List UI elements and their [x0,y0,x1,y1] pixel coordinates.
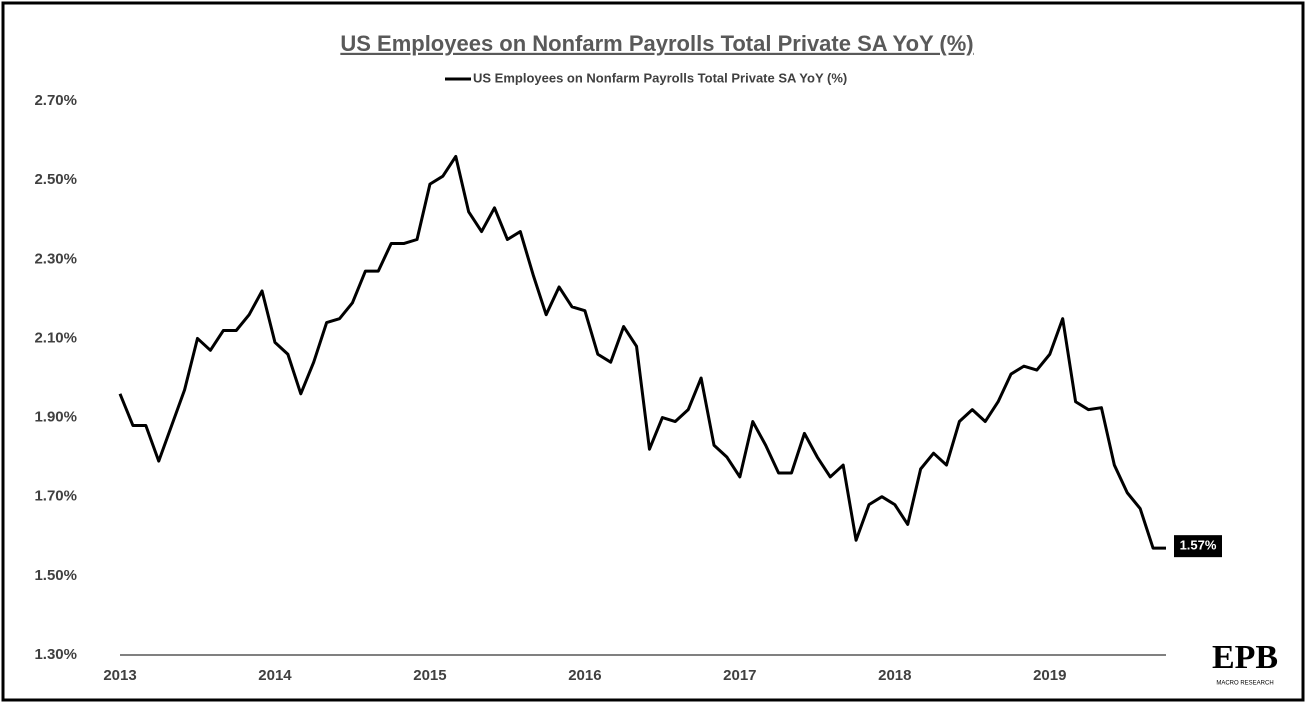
y-tick-label: 2.70% [34,92,77,109]
y-tick-label: 1.30% [34,646,77,663]
logo-subtext: MACRO RESEARCH [1216,681,1273,687]
y-tick-label: 2.10% [34,329,77,346]
chart-title: US Employees on Nonfarm Payrolls Total P… [340,31,973,56]
x-tick-label: 2019 [1033,667,1066,684]
x-tick-label: 2016 [568,667,601,684]
y-tick-label: 2.50% [34,171,77,188]
data-label-box [1174,535,1222,558]
x-tick-label: 2018 [878,667,911,684]
y-tick-label: 1.70% [34,488,77,505]
frame [1,1,1305,702]
data-label: 1.57% [1180,538,1217,553]
x-tick-label: 2015 [413,667,446,684]
series-line [118,154,1166,550]
y-tick-label: 1.50% [34,567,77,584]
logo: EPB [1212,639,1278,676]
y-tick-label: 2.30% [34,250,77,267]
x-tick-label: 2017 [723,667,756,684]
legend-label: US Employees on Nonfarm Payrolls Total P… [473,70,847,85]
y-tick-label: 1.90% [34,409,77,426]
x-tick-label: 2013 [103,667,136,684]
x-tick-label: 2014 [258,667,292,684]
